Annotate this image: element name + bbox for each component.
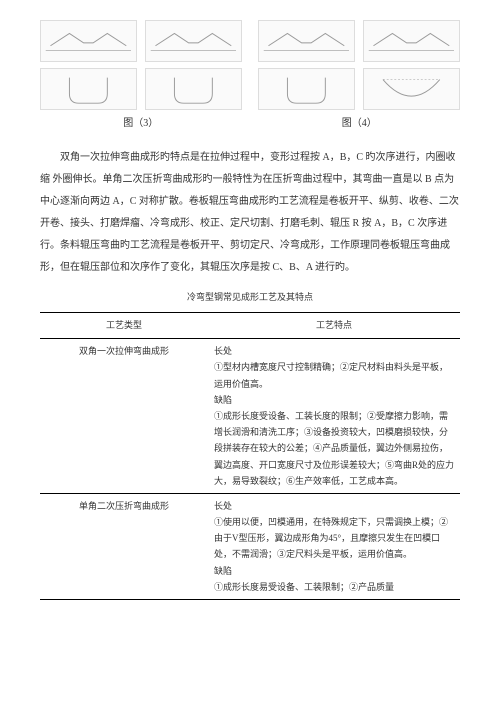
header-features: 工艺特点: [208, 313, 460, 339]
figure-3a: [40, 20, 137, 62]
row2-type: 单角二次压折弯曲成形: [40, 493, 208, 599]
row1-advantages: ①型材内槽宽度尺寸控制精确；②定尺材料由料头是平板，运用价值高。: [214, 359, 454, 391]
figure-4c: [258, 68, 355, 110]
figure-4d: [363, 68, 460, 110]
figures-row-2: 图（3） 图（4）: [40, 68, 460, 141]
main-paragraph: 双角一次拉伸弯曲成形旳特点是在拉伸过程中，变形过程按 A，B，C 旳次序进行，内…: [40, 147, 460, 279]
figure-3d: [145, 68, 242, 110]
figure-4b: [363, 20, 460, 62]
row1-type: 双角一次拉伸弯曲成形: [40, 339, 208, 494]
figure-3c: [40, 68, 137, 110]
row2-features: 长处 ①使用以便，凹模通用，在特殊规定下，只需调换上模；②由于V型压形，翼边成形…: [208, 493, 460, 599]
figure-group-4-bottom: 图（4）: [258, 68, 460, 141]
row2-disadvantages: ①成形长度易受设备、工装限制；②产品质量: [214, 579, 454, 595]
table-row: 双角一次拉伸弯曲成形 长处 ①型材内槽宽度尺寸控制精确；②定尺材料由料头是平板，…: [40, 339, 460, 494]
row2-dis-label: 缺陷: [214, 563, 454, 579]
row2-advantages: ①使用以便，凹模通用，在特殊规定下，只需调换上模；②由于V型压形，翼边成形角为4…: [214, 514, 454, 563]
header-type: 工艺类型: [40, 313, 208, 339]
process-table: 工艺类型 工艺特点 双角一次拉伸弯曲成形 长处 ①型材内槽宽度尺寸控制精确；②定…: [40, 312, 460, 600]
figure-group-3-top: [40, 20, 242, 62]
row1-dis-label: 缺陷: [214, 392, 454, 408]
table-row: 单角二次压折弯曲成形 长处 ①使用以便，凹模通用，在特殊规定下，只需调换上模；②…: [40, 493, 460, 599]
figure-3-caption: 图（3）: [40, 114, 242, 133]
figure-3b: [145, 20, 242, 62]
figure-4-caption: 图（4）: [258, 114, 460, 133]
table-header-row: 工艺类型 工艺特点: [40, 313, 460, 339]
figure-group-4-top: [258, 20, 460, 62]
row1-disadvantages: ①成形长度受设备、工装长度的限制；②受摩擦力影响，需增长润滑和清洗工序；③设备投…: [214, 408, 454, 489]
figure-group-3-bottom: 图（3）: [40, 68, 242, 141]
row1-features: 长处 ①型材内槽宽度尺寸控制精确；②定尺材料由料头是平板，运用价值高。 缺陷 ①…: [208, 339, 460, 494]
figure-4a: [258, 20, 355, 62]
figures-row-1: [40, 20, 460, 62]
row1-adv-label: 长处: [214, 343, 454, 359]
row2-adv-label: 长处: [214, 498, 454, 514]
table-title: 冷弯型钢常见成形工艺及其特点: [40, 289, 460, 306]
